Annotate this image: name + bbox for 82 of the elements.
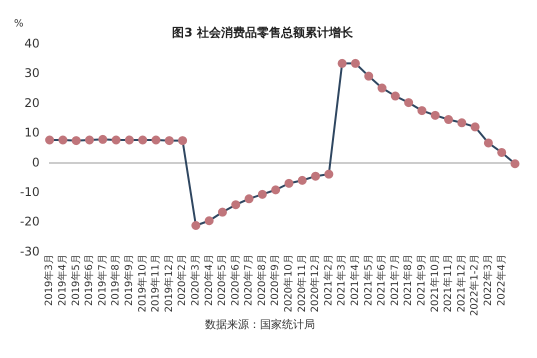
- x-tick-label: 2019年4月: [56, 254, 68, 306]
- point: [178, 136, 188, 146]
- y-tick-label: 20: [24, 96, 40, 110]
- x-tick-label: 2020年6月: [229, 254, 242, 306]
- point: [298, 176, 307, 185]
- point: [324, 170, 334, 179]
- chart-title: 图3 社会消费品零售总额累计增长: [172, 25, 354, 40]
- y-tick-label: 0: [32, 155, 40, 170]
- x-tick-label: 2021年10月: [428, 254, 441, 312]
- x-tick-label: 2021年11月: [442, 254, 454, 312]
- point: [58, 135, 68, 144]
- point: [151, 135, 160, 144]
- point: [284, 178, 294, 188]
- x-tick-label: 2019年5月: [70, 254, 82, 306]
- source-note: 数据来源：国家统计局: [205, 318, 315, 331]
- x-tick-label: 2020年8月: [256, 254, 268, 306]
- x-tick-label: 2021年5月: [362, 254, 374, 306]
- point: [84, 135, 94, 144]
- point: [497, 148, 506, 157]
- x-tick-label: 2020年10月: [282, 254, 295, 312]
- y-tick-label: 10: [24, 126, 40, 140]
- point: [244, 194, 254, 204]
- point: [271, 185, 280, 194]
- x-tick-label: 2022年3月: [482, 254, 494, 306]
- point: [484, 138, 493, 148]
- x-tick-label: 2021年3月: [336, 254, 348, 306]
- point: [72, 136, 81, 146]
- x-tick-label: 2020年7月: [242, 254, 255, 306]
- x-tick-label: 2021年8月: [402, 254, 414, 306]
- y-tick-label: -20: [20, 214, 40, 229]
- point: [164, 136, 174, 146]
- point: [311, 172, 320, 181]
- y-tick-label: 30: [24, 66, 40, 80]
- x-tick-label: 2021年7月: [388, 254, 401, 306]
- y-tick-label: -10: [20, 184, 40, 199]
- x-tick-label: 2020年3月: [189, 254, 202, 306]
- x-tick-label: 2019年9月: [122, 254, 135, 306]
- point: [510, 159, 520, 168]
- point: [470, 122, 480, 132]
- point: [390, 92, 400, 101]
- x-tick-label: 2021年12月: [455, 254, 468, 312]
- point: [231, 200, 240, 210]
- x-tick-label: 2021年4月: [349, 254, 362, 306]
- point: [112, 135, 121, 144]
- point: [417, 106, 426, 116]
- y-tick-label: 40: [24, 36, 40, 51]
- point: [124, 135, 134, 144]
- point: [378, 84, 387, 93]
- x-tick-label: 2022年4月: [495, 254, 508, 306]
- x-tick-label: 2021年6月: [376, 254, 388, 306]
- point: [404, 98, 414, 108]
- x-tick-label: 2022年1-2月: [468, 254, 481, 316]
- point: [457, 118, 466, 128]
- x-tick-label: 2019年3月: [43, 254, 56, 306]
- x-tick-label: 2020年11月: [296, 254, 308, 312]
- point: [364, 72, 374, 81]
- point: [430, 110, 440, 120]
- point: [338, 58, 347, 68]
- x-tick-label: 2019年11月: [150, 254, 162, 312]
- point: [218, 208, 227, 217]
- x-tick-label: 2019年8月: [110, 254, 122, 306]
- x-tick-label: 2020年12月: [309, 254, 322, 312]
- point: [98, 134, 108, 144]
- point: [138, 135, 148, 144]
- x-tick-label: 2020年9月: [269, 254, 282, 306]
- x-tick-label: 2020年5月: [216, 254, 228, 306]
- point: [191, 221, 200, 230]
- point: [444, 115, 454, 124]
- x-tick-label: 2020年4月: [202, 254, 215, 306]
- x-tick-label: 2019年7月: [96, 254, 108, 306]
- x-tick-label: 2019年10月: [136, 254, 148, 312]
- point: [350, 58, 360, 68]
- x-tick-label: 2021年9月: [416, 254, 428, 306]
- point: [204, 216, 214, 226]
- y-axis-title: %: [14, 18, 24, 30]
- x-tick-label: 2021年2月: [322, 254, 334, 306]
- x-tick-label: 2019年12月: [162, 254, 175, 312]
- point: [258, 190, 267, 199]
- x-tick-label: 2019年6月: [83, 254, 96, 306]
- x-tick-label: 2020年2月: [176, 254, 188, 306]
- y-tick-label: -30: [20, 244, 40, 258]
- point: [45, 135, 54, 144]
